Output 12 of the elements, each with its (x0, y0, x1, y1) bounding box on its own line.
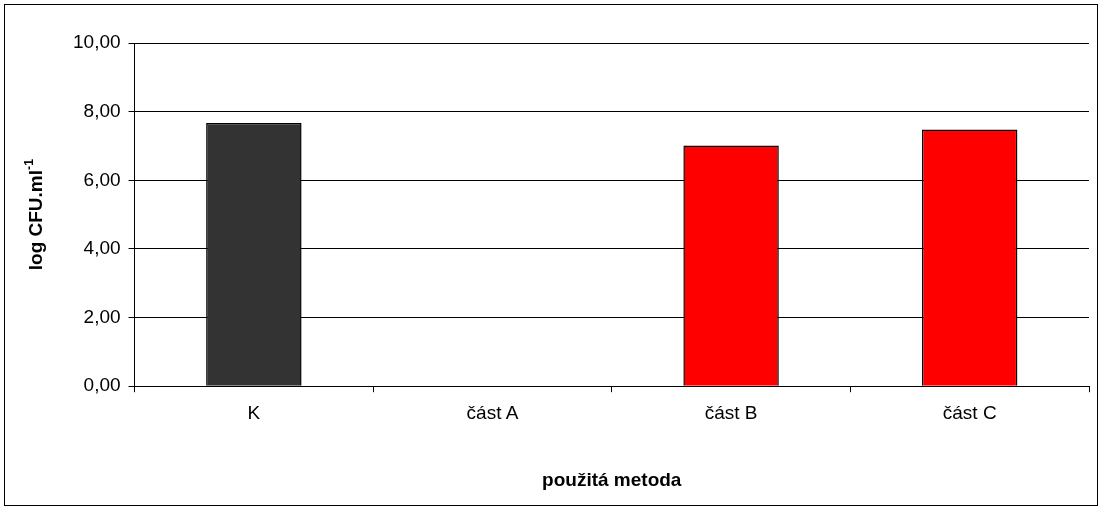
x-tick-label: K (247, 401, 261, 423)
y-tick-label: 2,00 (83, 305, 121, 327)
x-tick-label: část A (466, 401, 519, 423)
y-tick-label: 6,00 (83, 168, 121, 190)
x-tick-label: část C (942, 401, 997, 423)
y-tick-label: 4,00 (83, 237, 121, 259)
x-axis-title: použitá metoda (542, 469, 682, 491)
y-tick-label: 10,00 (73, 31, 121, 53)
y-tick-label: 8,00 (83, 99, 121, 121)
x-tick-label: část B (704, 401, 758, 423)
y-axis-title: log CFU.ml-1 (21, 158, 47, 271)
y-tick-label: 0,00 (83, 374, 121, 396)
